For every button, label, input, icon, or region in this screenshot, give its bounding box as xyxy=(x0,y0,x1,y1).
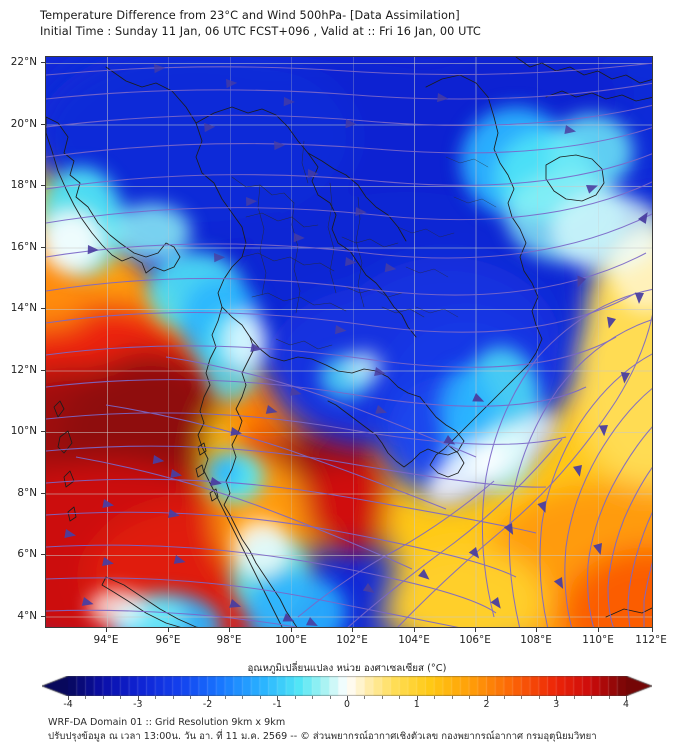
y-tick-label: 8°N xyxy=(17,487,37,499)
y-tick-label: 6°N xyxy=(17,548,37,560)
x-tick-label: 96°E xyxy=(155,634,181,646)
x-tick-label: 94°E xyxy=(93,634,119,646)
x-tick xyxy=(475,628,476,632)
colorbar-minor-tick xyxy=(364,696,366,699)
colorbar-title: อุณหภูมิเปลี่ยนแปลง หน่วย องศาเซลเซียส (… xyxy=(247,663,447,674)
coastline-layer xyxy=(46,57,652,627)
colorbar-minor-tick xyxy=(608,696,610,699)
map-figure: 94°E 96°E 98°E 100°E 102°E 104°E 106°E 1… xyxy=(11,56,667,646)
colorbar-major-tick xyxy=(68,696,69,700)
title-block: Temperature Difference from 23°C and Win… xyxy=(40,8,640,40)
colorbar-major-tick xyxy=(137,696,139,700)
colorbar-tick-label: 0 xyxy=(344,699,350,710)
y-tick xyxy=(41,124,45,125)
temperature-field xyxy=(46,57,652,627)
colorbar-minor-tick xyxy=(259,696,261,699)
chart-title-line-1: Temperature Difference from 23°C and Win… xyxy=(40,9,460,22)
x-tick-label: 104°E xyxy=(398,634,430,646)
colorbar-minor-tick xyxy=(521,696,523,699)
colorbar-minor-tick xyxy=(172,696,174,699)
colorbar-minor-tick xyxy=(399,696,401,699)
colorbar-minor-tick xyxy=(329,696,331,699)
colorbar-minor-tick xyxy=(538,696,540,699)
y-tick-label: 18°N xyxy=(10,179,37,191)
colorbar-minor-tick xyxy=(120,696,122,699)
map-plot-area[interactable] xyxy=(45,56,653,628)
colorbar-major-tick xyxy=(207,696,209,700)
colorbar-tick-label: -1 xyxy=(272,699,282,710)
x-tick xyxy=(106,628,107,632)
y-tick-label: 4°N xyxy=(17,610,37,622)
footer-credit: ปรับปรุงข้อมูล ณ เวลา 13:00น. วัน อา. ที… xyxy=(48,731,597,742)
footer-block: WRF-DA Domain 01 :: Grid Resolution 9km … xyxy=(48,716,658,744)
colorbar-minor-tick xyxy=(381,696,383,699)
colorbar-tick-label: -4 xyxy=(63,699,73,710)
y-tick-label: 20°N xyxy=(10,118,37,130)
colorbar-minor-tick xyxy=(434,696,436,699)
x-tick xyxy=(168,628,169,632)
y-tick xyxy=(41,370,45,371)
x-tick xyxy=(536,628,537,632)
colorbar-minor-tick xyxy=(503,696,505,699)
colorbar: อุณหภูมิเปลี่ยนแปลง หน่วย องศาเซลเซียส (… xyxy=(42,663,652,710)
colorbar-tick-label: 4 xyxy=(623,699,629,710)
x-tick-label: 112°E xyxy=(635,634,667,646)
y-tick-label: 14°N xyxy=(10,302,37,314)
colorbar-minor-tick xyxy=(294,696,296,699)
colorbar-minor-tick xyxy=(85,696,87,699)
x-tick xyxy=(414,628,415,632)
footer-model-info: WRF-DA Domain 01 :: Grid Resolution 9km … xyxy=(48,717,286,728)
y-tick xyxy=(41,493,45,494)
x-tick xyxy=(652,628,653,632)
x-tick xyxy=(598,628,599,632)
colorbar-tick-label: 1 xyxy=(413,699,420,710)
colorbar-major-tick xyxy=(277,696,279,700)
wind-streamlines xyxy=(46,62,652,627)
colorbar-minor-tick xyxy=(591,696,593,699)
y-tick xyxy=(41,554,45,555)
y-tick xyxy=(41,431,45,432)
y-tick-label: 22°N xyxy=(10,56,37,68)
colorbar-minor-tick xyxy=(224,696,226,699)
colorbar-tick-label: -2 xyxy=(202,699,213,710)
x-tick-label: 108°E xyxy=(520,634,552,646)
y-tick xyxy=(41,62,45,63)
colorbar-minor-tick xyxy=(190,696,192,699)
chart-title-line-2: Initial Time : Sunday 11 Jan, 06 UTC FCS… xyxy=(40,25,481,38)
x-tick-label: 98°E xyxy=(216,634,242,646)
colorbar-gradient xyxy=(42,676,652,696)
x-tick-label: 102°E xyxy=(336,634,368,646)
colorbar-minor-tick xyxy=(451,696,453,699)
colorbar-minor-tick xyxy=(242,696,244,699)
x-tick xyxy=(229,628,230,632)
graticule xyxy=(46,57,652,627)
colorbar-major-tick xyxy=(626,696,627,700)
y-tick xyxy=(41,185,45,186)
colorbar-minor-tick xyxy=(155,696,157,699)
x-tick-label: 100°E xyxy=(275,634,307,646)
y-tick xyxy=(41,308,45,309)
y-tick xyxy=(41,247,45,248)
colorbar-minor-tick xyxy=(102,696,104,699)
x-tick-label: 106°E xyxy=(459,634,491,646)
colorbar-major-tick xyxy=(347,696,348,700)
colorbar-tick-label: -3 xyxy=(133,699,143,710)
x-tick xyxy=(352,628,353,632)
colorbar-major-tick xyxy=(486,696,488,700)
x-tick-label: 110°E xyxy=(582,634,614,646)
colorbar-tick-label: 2 xyxy=(483,699,490,710)
y-tick-label: 16°N xyxy=(10,241,37,253)
x-tick xyxy=(291,628,292,632)
y-tick xyxy=(41,616,45,617)
colorbar-major-tick xyxy=(416,696,418,700)
colorbar-tick-label: 3 xyxy=(553,699,560,710)
colorbar-minor-tick xyxy=(469,696,471,699)
y-tick-label: 12°N xyxy=(10,364,37,376)
colorbar-minor-tick xyxy=(573,696,575,699)
colorbar-minor-tick xyxy=(312,696,314,699)
y-tick-label: 10°N xyxy=(10,425,37,437)
wind-arrowheads xyxy=(64,64,648,626)
colorbar-major-tick xyxy=(556,696,558,700)
